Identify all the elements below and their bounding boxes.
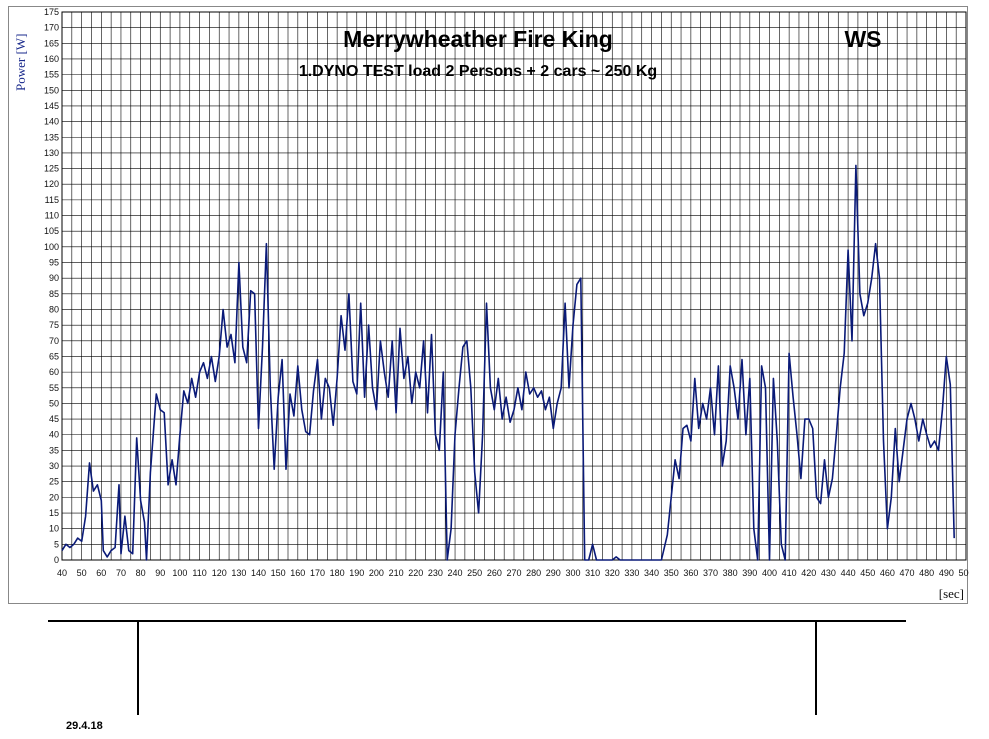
x-tick-label: 380 bbox=[723, 568, 738, 578]
x-tick-label: 50 bbox=[77, 568, 87, 578]
x-tick-label: 420 bbox=[801, 568, 816, 578]
x-tick-label: 480 bbox=[919, 568, 934, 578]
y-tick-label: 60 bbox=[49, 367, 59, 377]
x-tick-label: 210 bbox=[389, 568, 404, 578]
y-tick-label: 130 bbox=[44, 148, 59, 158]
x-tick-label: 260 bbox=[487, 568, 502, 578]
chart-frame: 40 50 60 70 80 90 100 110 120 130 140 150 160 170 180 1… bbox=[8, 6, 969, 604]
y-tick-label: 45 bbox=[49, 414, 59, 424]
x-tick-label: 110 bbox=[192, 568, 206, 578]
x-tick-label: 400 bbox=[762, 568, 777, 578]
y-tick-label: 110 bbox=[45, 211, 59, 221]
x-tick-label: 100 bbox=[172, 568, 187, 578]
x-tick-label: 150 bbox=[271, 568, 286, 578]
x-tick-label: 80 bbox=[136, 568, 146, 578]
y-tick-label: 65 bbox=[49, 351, 59, 361]
x-tick-label: 90 bbox=[155, 568, 165, 578]
x-axis-unit-label: [sec] bbox=[939, 586, 964, 601]
y-tick-label: 30 bbox=[49, 461, 59, 471]
x-tick-label: 200 bbox=[369, 568, 384, 578]
title-block-top-rule bbox=[48, 620, 906, 622]
y-tick-label: 105 bbox=[44, 226, 59, 236]
x-tick-label: 410 bbox=[782, 568, 797, 578]
x-tick-label: 490 bbox=[939, 568, 954, 578]
x-tick-label: 220 bbox=[408, 568, 423, 578]
y-tick-label: 175 bbox=[44, 7, 59, 17]
title-block bbox=[48, 620, 906, 715]
y-tick-label: 0 bbox=[54, 555, 59, 565]
x-tick-label: 290 bbox=[546, 568, 561, 578]
y-tick-label: 120 bbox=[44, 179, 59, 189]
y-tick-label: 115 bbox=[45, 195, 59, 205]
x-tick-label: 240 bbox=[448, 568, 463, 578]
y-tick-label: 25 bbox=[49, 477, 59, 487]
y-tick-label: 5 bbox=[54, 539, 59, 549]
title-block-left-divider bbox=[137, 620, 139, 715]
x-tick-label: 170 bbox=[310, 568, 325, 578]
y-tick-label: 170 bbox=[44, 23, 59, 33]
x-tick-label: 370 bbox=[703, 568, 718, 578]
x-tick-label: 140 bbox=[251, 568, 266, 578]
x-tick-label: 390 bbox=[742, 568, 757, 578]
y-tick-label: 90 bbox=[49, 273, 59, 283]
title-block-right-divider bbox=[815, 620, 817, 715]
x-tick-label: 60 bbox=[96, 568, 106, 578]
y-tick-label: 15 bbox=[49, 508, 59, 518]
y-tick-label: 35 bbox=[49, 445, 59, 455]
y-tick-label: 70 bbox=[49, 336, 59, 346]
y-tick-label: 75 bbox=[49, 320, 59, 330]
x-tick-label: 310 bbox=[585, 568, 600, 578]
y-tick-label: 10 bbox=[49, 524, 59, 534]
y-tick-label: 95 bbox=[49, 258, 59, 268]
x-tick-label: 190 bbox=[349, 568, 364, 578]
x-tick-label: 460 bbox=[880, 568, 895, 578]
x-tick-label: 180 bbox=[330, 568, 345, 578]
y-tick-label: 40 bbox=[49, 430, 59, 440]
y-tick-label: 100 bbox=[44, 242, 59, 252]
x-tick-label: 350 bbox=[664, 568, 679, 578]
x-tick-label: 300 bbox=[565, 568, 580, 578]
y-tick-label: 85 bbox=[49, 289, 59, 299]
x-tick-label: 470 bbox=[900, 568, 915, 578]
chart-title: Merrywheather Fire King bbox=[343, 26, 613, 52]
x-tick-label: 230 bbox=[428, 568, 443, 578]
y-tick-label: 160 bbox=[44, 54, 59, 64]
x-tick-label: 40 bbox=[57, 568, 67, 578]
x-tick-label: 330 bbox=[624, 568, 639, 578]
y-tick-label: 135 bbox=[44, 132, 59, 142]
x-tick-label: 360 bbox=[683, 568, 698, 578]
x-tick-label: 280 bbox=[526, 568, 541, 578]
tick-labels: 40 50 60 70 80 90 100 110 120 130 140 150 160 170 180 1… bbox=[44, 7, 969, 578]
x-tick-label: 250 bbox=[467, 568, 482, 578]
x-tick-label: 160 bbox=[290, 568, 305, 578]
chart-subtitle: 1.DYNO TEST load 2 Persons + 2 cars ~ 25… bbox=[298, 63, 658, 80]
y-tick-label: 155 bbox=[44, 70, 59, 80]
y-tick-label: 140 bbox=[44, 117, 59, 127]
y-tick-label: 145 bbox=[44, 101, 59, 111]
y-axis-title: Power [W] bbox=[13, 34, 28, 91]
y-tick-label: 165 bbox=[44, 38, 59, 48]
x-tick-label: 120 bbox=[212, 568, 227, 578]
y-tick-label: 55 bbox=[49, 383, 59, 393]
x-tick-label: 70 bbox=[116, 568, 126, 578]
x-tick-label: 270 bbox=[506, 568, 521, 578]
x-tick-label: 340 bbox=[644, 568, 659, 578]
x-tick-label: 320 bbox=[605, 568, 620, 578]
x-tick-label: 430 bbox=[821, 568, 836, 578]
power-chart: 40 50 60 70 80 90 100 110 120 130 140 150 160 170 180 1… bbox=[13, 7, 969, 601]
x-tick-label: 500 bbox=[958, 568, 969, 578]
series-line bbox=[61, 164, 955, 561]
y-tick-label: 80 bbox=[49, 304, 59, 314]
y-tick-label: 20 bbox=[49, 492, 59, 502]
y-tick-label: 50 bbox=[49, 398, 59, 408]
code-label: WS bbox=[844, 26, 882, 52]
x-tick-label: 450 bbox=[860, 568, 875, 578]
y-tick-label: 125 bbox=[44, 164, 59, 174]
date-label: 29.4.18 bbox=[66, 720, 103, 732]
x-tick-label: 130 bbox=[231, 568, 246, 578]
x-tick-label: 440 bbox=[841, 568, 856, 578]
grid bbox=[61, 11, 967, 561]
series-layer bbox=[61, 164, 955, 561]
y-tick-label: 150 bbox=[44, 85, 59, 95]
